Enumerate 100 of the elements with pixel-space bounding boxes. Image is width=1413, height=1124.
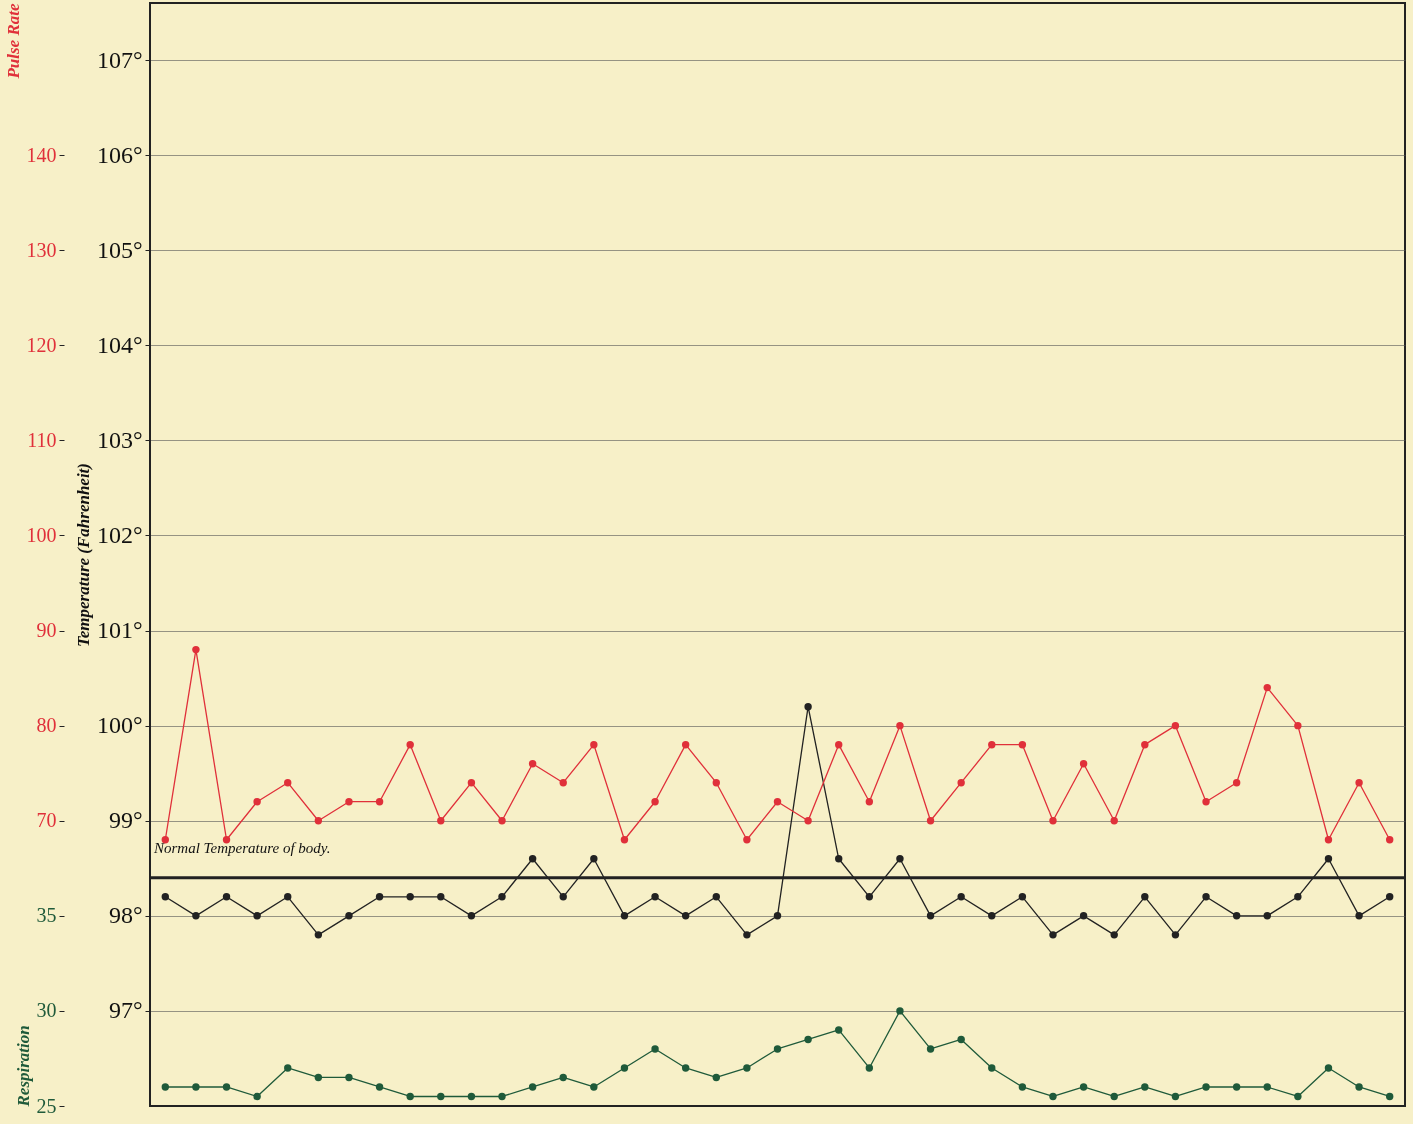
point [896, 855, 904, 863]
point [712, 1073, 720, 1082]
y-tick-label: 98° [108, 902, 143, 929]
point [345, 798, 353, 806]
point [467, 779, 476, 787]
point [1355, 779, 1363, 787]
point [773, 798, 782, 806]
point [253, 798, 261, 806]
point [1049, 931, 1057, 939]
point [222, 1083, 231, 1091]
ref-line-label: Normal Temperature of body. [153, 839, 331, 856]
point [1232, 912, 1241, 920]
y2-tick-label: 90 [36, 619, 57, 642]
point [1079, 912, 1088, 920]
point [498, 817, 506, 825]
y-tick-label: 99° [108, 807, 143, 834]
point [681, 912, 690, 920]
y2-tick-label: 110 [27, 428, 57, 451]
point [1079, 759, 1088, 768]
point [651, 798, 659, 806]
point [1232, 1083, 1241, 1091]
y-tick-label: 106° [96, 141, 143, 168]
point [559, 779, 567, 787]
point [620, 836, 629, 844]
point [1202, 798, 1210, 806]
y-tick-label: 103° [96, 426, 143, 453]
point [743, 1064, 751, 1072]
point [1018, 740, 1027, 749]
point [406, 740, 414, 749]
point [498, 893, 506, 901]
y-tick-label: 105° [96, 236, 143, 263]
point [1385, 836, 1394, 844]
point [590, 740, 598, 749]
point [1141, 893, 1149, 901]
point [406, 1092, 414, 1101]
point [1294, 721, 1302, 730]
point [1202, 893, 1210, 901]
point [192, 1083, 200, 1091]
point [988, 1064, 996, 1072]
point [559, 1073, 567, 1082]
point [528, 759, 537, 768]
point [773, 1045, 782, 1053]
y-tick-label: 104° [96, 331, 143, 358]
y2-tick-label: 80 [36, 714, 57, 737]
point [865, 798, 874, 806]
point [1324, 855, 1333, 863]
point [804, 1035, 812, 1044]
point [590, 1083, 598, 1091]
point [253, 912, 261, 920]
point [1171, 1092, 1180, 1101]
point [835, 855, 843, 863]
point [498, 1092, 506, 1101]
point [192, 645, 200, 654]
y-tick-label: 100° [96, 712, 143, 739]
y2-tick-label: 140 [26, 143, 57, 166]
point [1385, 1092, 1394, 1101]
point [1324, 1064, 1333, 1072]
point [1324, 836, 1333, 844]
y3-tick-label: 35 [36, 904, 57, 927]
point [835, 1026, 843, 1034]
point [437, 893, 445, 901]
point [375, 893, 384, 901]
point [896, 1007, 904, 1015]
point [681, 740, 690, 749]
point [1171, 721, 1180, 730]
y2-tick-label: 120 [26, 333, 57, 356]
point [192, 912, 200, 920]
point [988, 740, 996, 749]
point [804, 702, 812, 711]
point [957, 779, 965, 787]
point [437, 1092, 445, 1101]
point [437, 817, 445, 825]
point [590, 855, 598, 863]
point [743, 836, 751, 844]
point [314, 1073, 323, 1082]
point [284, 893, 292, 901]
point [1110, 817, 1118, 825]
point [926, 1045, 935, 1053]
point [1385, 893, 1394, 901]
point [467, 1092, 476, 1101]
y2-tick-label: 100 [26, 523, 57, 546]
point [1263, 683, 1271, 692]
point [406, 893, 414, 901]
point [804, 817, 812, 825]
point [1202, 1083, 1210, 1091]
y-tick-label: 101° [96, 617, 143, 644]
point [375, 1083, 384, 1091]
y3-tick-label: 30 [36, 999, 57, 1022]
point [161, 1083, 170, 1091]
point [712, 893, 720, 901]
point [1171, 931, 1180, 939]
point [1141, 1083, 1149, 1091]
point [528, 855, 537, 863]
y3-tick-label: 25 [36, 1094, 57, 1117]
point [528, 1083, 537, 1091]
point [1079, 1083, 1088, 1091]
point [345, 1073, 353, 1082]
point [681, 1064, 690, 1072]
point [1232, 779, 1241, 787]
point [253, 1092, 261, 1101]
